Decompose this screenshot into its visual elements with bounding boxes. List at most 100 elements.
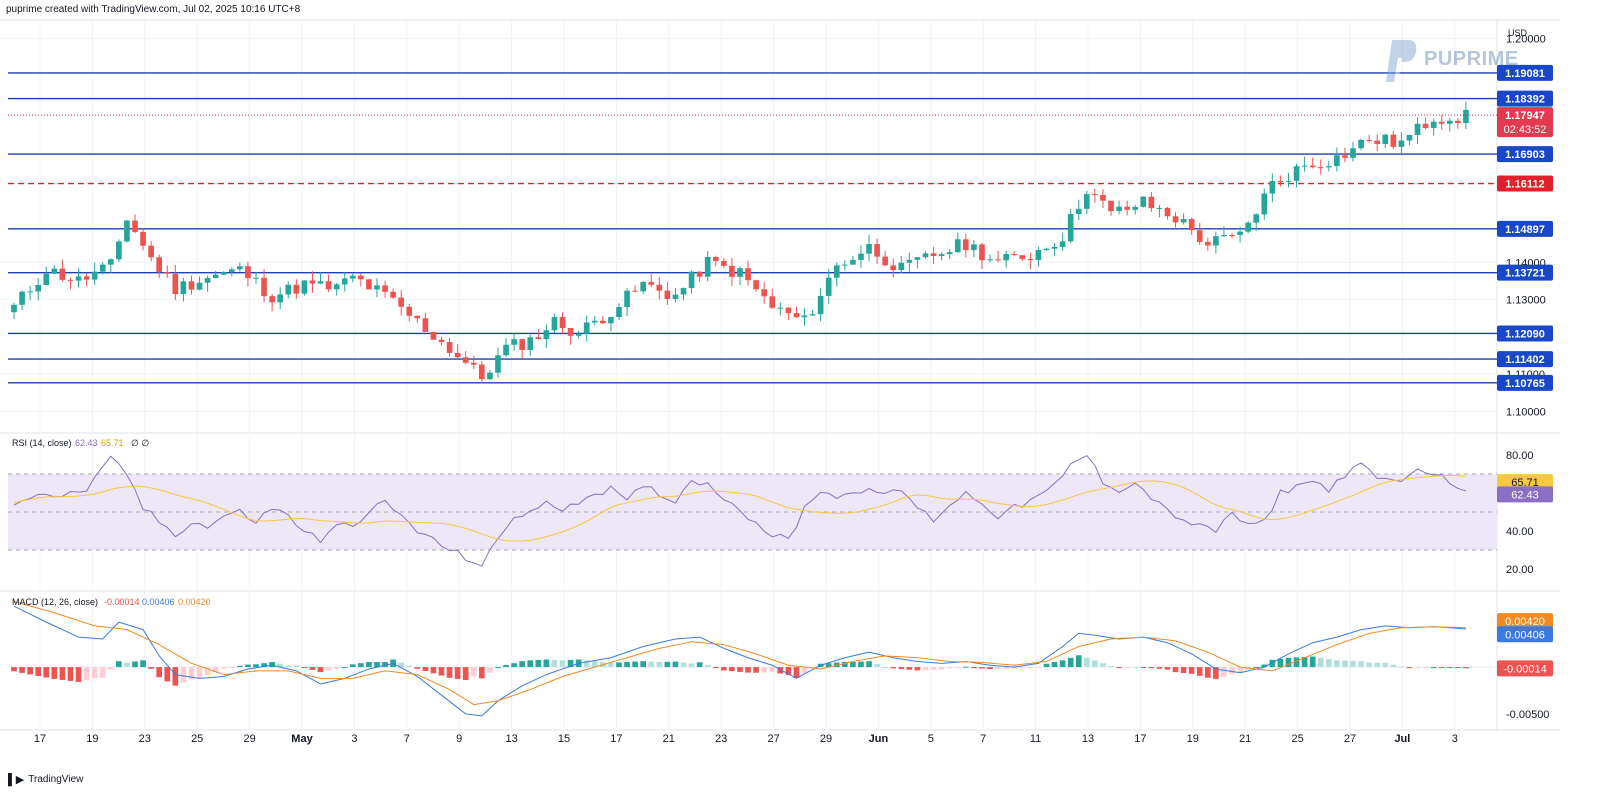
macd-histogram-bar	[212, 667, 219, 672]
time-tick-label: 19	[1187, 733, 1199, 745]
macd-histogram-bar	[1455, 667, 1461, 669]
time-tick-label: 21	[1239, 733, 1251, 745]
macd-histogram-bar	[696, 662, 703, 668]
level-label-bg	[1497, 351, 1553, 368]
candle-body	[446, 342, 453, 353]
time-tick-label: 13	[1082, 733, 1094, 745]
macd-histogram-bar	[301, 667, 308, 669]
candle-body	[753, 280, 759, 290]
macd-histogram-bar	[116, 661, 122, 668]
candle-body	[712, 256, 719, 262]
rsi-value: 62.43	[75, 438, 98, 448]
macd-signal-line	[13, 601, 1466, 706]
macd-histogram-bar	[140, 660, 146, 668]
macd-histogram-bar	[946, 667, 953, 669]
candle-body	[11, 304, 17, 313]
candle-body	[503, 344, 509, 356]
macd-histogram-bar	[188, 667, 195, 680]
puprime-logo-text: PUPRIME	[1424, 47, 1519, 70]
candle-body	[237, 266, 243, 270]
macd-histogram-bar	[963, 666, 969, 668]
time-tick-label: 7	[980, 733, 986, 745]
macd-histogram-bar	[1100, 663, 1106, 668]
candle-body	[1027, 259, 1034, 261]
macd-histogram-bar	[1422, 667, 1429, 669]
macd-histogram-bar	[1366, 662, 1372, 668]
candle-body	[1237, 231, 1243, 236]
macd-histogram-bar	[898, 667, 905, 670]
macd-title: MACD (12, 26, close)	[12, 597, 98, 607]
tradingview-icon: ▌▶	[8, 774, 25, 786]
macd-histogram-bar	[253, 664, 259, 668]
candle-body	[817, 295, 824, 315]
time-tick-label: 17	[610, 733, 622, 745]
candle-body	[583, 322, 590, 334]
candle-body	[1229, 235, 1235, 237]
candle-body	[1382, 134, 1389, 144]
tradingview-footer[interactable]: ▌▶ TradingView	[8, 773, 83, 786]
macd-histogram-bar	[583, 660, 590, 668]
time-tick-label: 7	[404, 733, 410, 745]
candle-body	[83, 276, 90, 280]
macd-histogram-bar	[551, 659, 558, 668]
macd-histogram-bar	[1108, 665, 1114, 668]
macd-histogram-bar	[204, 667, 211, 675]
macd-histogram-bar	[648, 661, 655, 668]
candle-body	[228, 269, 235, 273]
candle-body	[511, 339, 517, 345]
time-tick-label: 17	[34, 733, 46, 745]
macd-histogram-bar	[487, 667, 493, 673]
candle-body	[325, 281, 332, 290]
candle-body	[1269, 181, 1276, 194]
candle-body	[1334, 155, 1340, 167]
candle-body	[1301, 165, 1308, 167]
macd-histogram-bar	[712, 667, 719, 669]
candle-body	[253, 277, 259, 279]
candle-body	[1422, 123, 1429, 129]
macd-histogram-bar	[1350, 660, 1356, 668]
macd-histogram-bar	[591, 661, 598, 668]
candle-body	[527, 337, 534, 350]
macd-histogram-bar	[237, 665, 243, 668]
macd-histogram-bar	[729, 667, 735, 672]
macd-histogram-bar	[785, 667, 792, 675]
macd-histogram-bar	[220, 667, 227, 669]
macd-histogram-bar	[1325, 659, 1332, 668]
candle-body	[414, 315, 421, 319]
macd-histogram-bar	[1027, 667, 1034, 669]
candle-body	[341, 278, 348, 285]
time-tick-label: 23	[139, 733, 151, 745]
candle-body	[1156, 207, 1163, 209]
macd-histogram-bar	[1390, 664, 1397, 668]
price-tick-label: 1.20000	[1506, 34, 1546, 46]
candle-body	[866, 244, 872, 254]
candle-body	[59, 268, 66, 280]
macd-histogram-bar	[406, 665, 413, 668]
candle-body	[874, 244, 880, 257]
macd-histogram-bar	[124, 662, 130, 668]
macd-histogram-bar	[922, 667, 929, 671]
time-tick-label: 5	[928, 733, 934, 745]
macd-histogram-bar	[503, 665, 509, 668]
macd-histogram-bar	[777, 667, 784, 674]
macd-histogram-bar	[285, 665, 292, 668]
candle-body	[567, 328, 574, 336]
macd-histogram-bar	[164, 667, 171, 682]
candle-body	[1325, 166, 1332, 168]
price-tick-label: 1.13000	[1506, 295, 1546, 307]
macd-label-bg	[1497, 626, 1553, 643]
candle-body	[212, 274, 219, 279]
candle-body	[632, 290, 638, 292]
macd-histogram-bar	[349, 664, 356, 668]
level-label: 1.11402	[1505, 354, 1544, 366]
candle-body	[519, 339, 525, 350]
candle-body	[156, 257, 163, 273]
level-label: 1.16112	[1505, 179, 1544, 191]
candle-body	[1366, 139, 1372, 141]
macd-histogram-bar	[1317, 657, 1324, 668]
macd-histogram-bar	[430, 667, 437, 674]
macd-histogram-bar	[559, 660, 566, 668]
time-tick-label: Jun	[869, 733, 889, 745]
macd-histogram-bar	[43, 667, 50, 678]
